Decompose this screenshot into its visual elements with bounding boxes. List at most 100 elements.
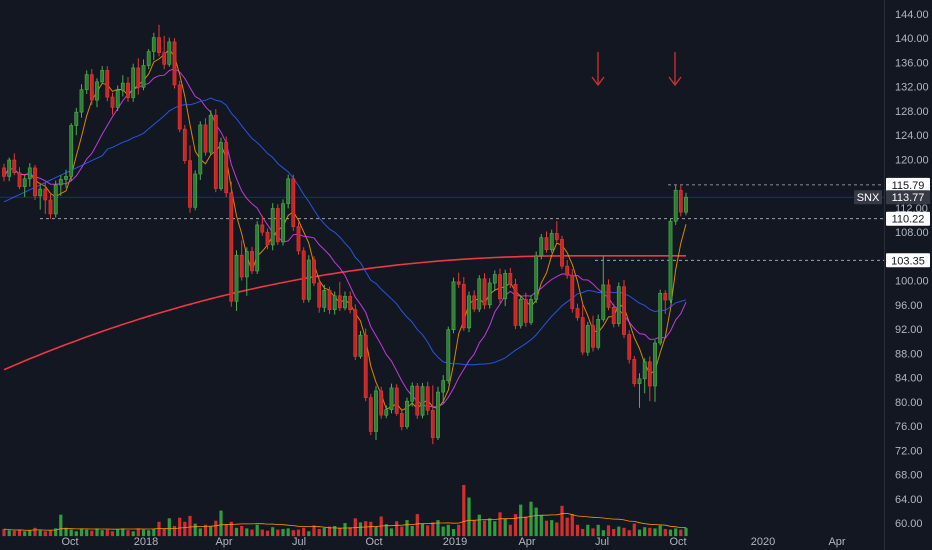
- y-tick-label: 140.00: [895, 33, 929, 45]
- volume-bar: [90, 530, 94, 536]
- volume-bar: [95, 528, 99, 537]
- volume-bar: [570, 514, 574, 537]
- volume-bar: [601, 530, 605, 537]
- volume-bar: [265, 530, 270, 536]
- volume-bar: [364, 521, 368, 536]
- candle: [327, 289, 332, 310]
- candle: [33, 167, 37, 197]
- candle: [162, 52, 167, 65]
- ma-line-200: [3, 255, 686, 371]
- price-tag-bg: [886, 211, 930, 226]
- volume-bar: [410, 526, 414, 537]
- x-tick-label: Oct: [669, 536, 686, 548]
- volume-bars: [2, 485, 688, 537]
- candle: [250, 251, 254, 272]
- y-tick-label: 108.00: [895, 227, 929, 239]
- volume-bar: [307, 531, 311, 537]
- candle: [79, 89, 84, 113]
- x-tick-label: Apr: [828, 536, 845, 548]
- candle: [157, 37, 161, 53]
- volume-bar: [224, 524, 228, 537]
- candle: [234, 254, 239, 302]
- candle: [74, 111, 79, 126]
- candle: [684, 196, 688, 213]
- volume-bar: [317, 529, 321, 537]
- price-tag-label: 113.77: [892, 192, 925, 204]
- price-tag-bg: [886, 177, 930, 192]
- volume-bar: [482, 520, 487, 537]
- candle: [229, 192, 234, 302]
- volume-bar: [596, 524, 600, 537]
- volume-bar: [612, 529, 616, 537]
- volume-bar: [472, 520, 476, 537]
- candle: [172, 41, 177, 86]
- candle: [203, 124, 208, 153]
- volume-bar: [281, 529, 285, 537]
- candle: [539, 237, 544, 257]
- volume-bar: [591, 528, 595, 537]
- x-tick-label: Oct: [61, 536, 78, 548]
- candle: [126, 82, 130, 98]
- candle: [549, 233, 554, 251]
- candle: [394, 387, 399, 414]
- candle: [627, 334, 632, 360]
- candle: [601, 284, 606, 320]
- volume-bar: [152, 529, 156, 537]
- volume-bar: [617, 526, 621, 537]
- down-arrow-icon: [591, 76, 605, 87]
- candle: [389, 387, 394, 410]
- x-tick-label: Oct: [365, 536, 382, 548]
- y-tick-label: 68.00: [895, 470, 923, 482]
- volume-bar: [260, 529, 264, 537]
- markers: [591, 52, 682, 87]
- volume-bar: [374, 526, 378, 537]
- candle: [591, 325, 595, 348]
- candle: [637, 378, 642, 384]
- candle: [281, 203, 285, 243]
- volume-bar: [513, 514, 518, 537]
- volume-bar: [203, 524, 208, 537]
- candle: [399, 412, 404, 427]
- y-tick-label: 96.00: [895, 300, 923, 312]
- volume-bar: [575, 524, 580, 537]
- candle: [596, 319, 601, 348]
- candle: [368, 397, 373, 432]
- candle: [348, 296, 353, 310]
- y-tick-label: 64.00: [895, 494, 923, 506]
- volume-bar: [214, 520, 218, 537]
- y-axis: 144.00 140.00 136.00 132.00 128.00 124.00 120.…: [895, 9, 929, 530]
- volume-bar: [229, 521, 233, 537]
- y-tick-label: 88.00: [895, 348, 923, 360]
- volume-bar: [209, 526, 213, 537]
- volume-bar: [338, 527, 342, 537]
- candle: [446, 329, 451, 381]
- candle: [611, 306, 616, 324]
- volume-bar: [105, 529, 109, 537]
- volume-bar: [684, 527, 688, 537]
- candle: [405, 400, 409, 427]
- candle: [498, 274, 502, 300]
- volume-bar: [384, 524, 388, 537]
- ma-line-20: [3, 48, 687, 412]
- candle: [193, 173, 198, 208]
- candle: [296, 226, 301, 252]
- volume-bar: [488, 518, 492, 537]
- volume-bar: [48, 530, 53, 536]
- volume-bar: [64, 527, 68, 537]
- volume-bar: [534, 507, 538, 537]
- volume-bar: [648, 527, 652, 537]
- price-tags: 115.79 SNX 113.77 110.22 103.35: [854, 177, 930, 268]
- y-tick-label: 124.00: [895, 130, 929, 142]
- volume-bar: [178, 517, 182, 537]
- candle: [420, 386, 425, 416]
- volume-bar: [157, 521, 161, 537]
- volume-bar: [420, 523, 425, 537]
- candle: [580, 317, 585, 353]
- price-tag-label: 103.35: [891, 255, 925, 267]
- candle: [513, 283, 518, 326]
- volume-bar: [560, 505, 564, 537]
- volume-bar: [467, 497, 471, 537]
- volume-bar: [565, 517, 569, 537]
- volume-bar: [498, 512, 502, 537]
- candle: [534, 255, 539, 300]
